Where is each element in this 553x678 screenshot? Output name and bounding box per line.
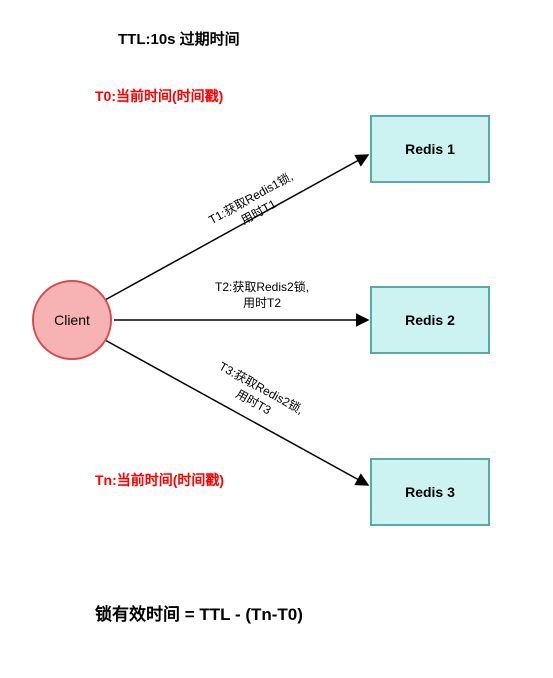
redis-label-3: Redis 3 <box>405 484 455 500</box>
edge-label-2-line2: 用时T2 <box>243 296 281 310</box>
edge-line-3 <box>105 340 368 485</box>
tn-label: Tn:当前时间(时间戳) <box>95 470 224 490</box>
edge-label-2: T2:获取Redis2锁, 用时T2 <box>215 280 309 311</box>
edge-label-2-line1: T2:获取Redis2锁, <box>215 280 309 294</box>
edge-label-3: T3:获取Redis2锁, 用时T3 <box>208 359 305 432</box>
edge-label-1: T1:获取Redis1锁, 用时T1 <box>206 169 303 242</box>
ttl-header: TTL:10s 过期时间 <box>118 28 240 49</box>
client-node: Client <box>32 280 112 360</box>
redis-node-3: Redis 3 <box>370 458 490 526</box>
redis-label-1: Redis 1 <box>405 141 455 157</box>
t0-label: T0:当前时间(时间戳) <box>95 86 223 106</box>
diagram-canvas: TTL:10s 过期时间 T0:当前时间(时间戳) Tn:当前时间(时间戳) C… <box>0 0 553 678</box>
redis-node-1: Redis 1 <box>370 115 490 183</box>
redis-node-2: Redis 2 <box>370 286 490 354</box>
client-label: Client <box>54 312 90 328</box>
formula-text: 锁有效时间 = TTL - (Tn-T0) <box>95 600 303 625</box>
redis-label-2: Redis 2 <box>405 312 455 328</box>
